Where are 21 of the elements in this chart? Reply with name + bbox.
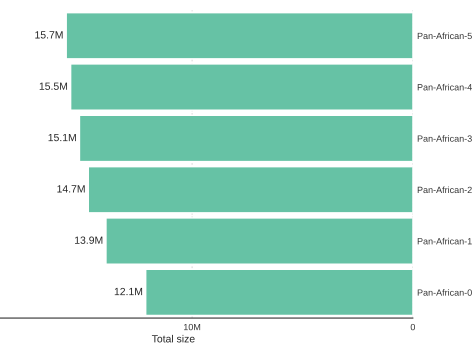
data-label: 14.7M: [57, 185, 85, 192]
data-label: 15.5M: [40, 82, 68, 90]
bar: [66, 12, 413, 60]
data-label: 15.1M: [48, 134, 76, 142]
y-tick-label: Pan-African-1: [418, 238, 472, 244]
data-label: 12.1M: [114, 288, 142, 296]
y-tick-label: Pan-African-3: [418, 135, 472, 142]
bar: [78, 114, 413, 162]
y-tick-label: Pan-African-2: [418, 186, 472, 194]
y-tick-label: Pan-African-4: [418, 84, 472, 90]
x-axis-title: Total size: [152, 334, 195, 342]
bar: [70, 63, 413, 111]
y-tick-label: Pan-African-5: [418, 32, 472, 40]
bar: [88, 166, 413, 214]
data-label: 15.7M: [35, 31, 63, 39]
bar: [145, 268, 413, 316]
bar: [105, 217, 413, 265]
y-tick-label: Pan-African-0: [418, 289, 472, 296]
x-tick-label: 0: [410, 324, 416, 330]
data-label: 13.9M: [75, 236, 102, 244]
x-tick-label: 10M: [184, 324, 200, 330]
